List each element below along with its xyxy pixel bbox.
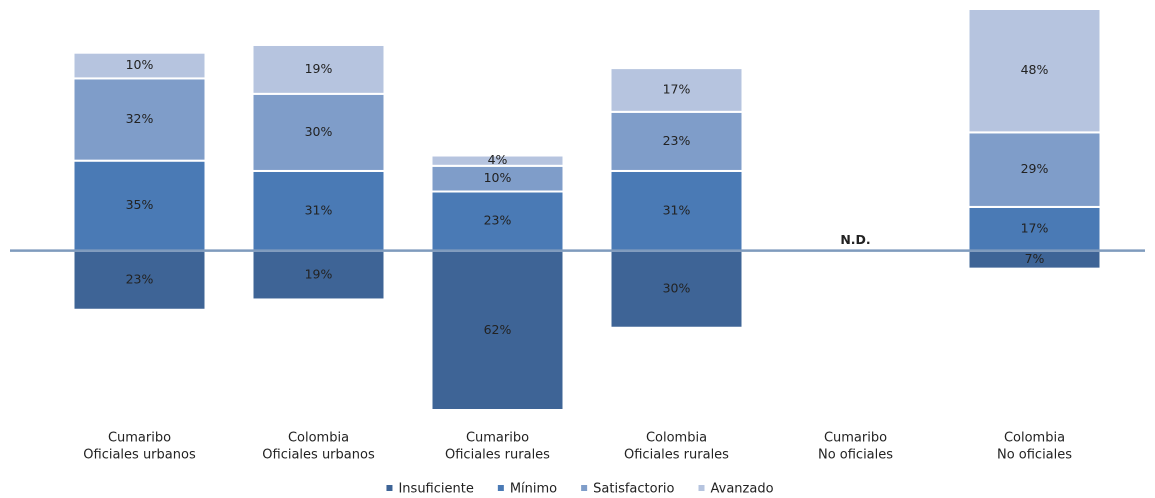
- data-label: 10%: [126, 57, 154, 72]
- bar-segment: [609, 67, 744, 113]
- x-tick-label: Oficiales rurales: [445, 448, 550, 463]
- data-label: 62%: [484, 322, 512, 337]
- data-label: 30%: [663, 281, 691, 296]
- legend-marker: [581, 485, 588, 491]
- bar-segment: [609, 249, 744, 329]
- data-label: 17%: [1021, 220, 1049, 235]
- data-label: 23%: [663, 133, 691, 148]
- data-label: 31%: [305, 202, 333, 217]
- bar-segment: [430, 164, 565, 193]
- data-label: 17%: [663, 81, 691, 96]
- legend-marker: [386, 485, 393, 491]
- bar-segment: [251, 92, 386, 172]
- data-label: 48%: [1021, 62, 1049, 77]
- bar-segment: [251, 169, 386, 252]
- bar-segment: [251, 249, 386, 301]
- na-label: N.D.: [840, 232, 870, 247]
- legend-label: Avanzado: [711, 482, 774, 497]
- x-tick-label: Oficiales urbanos: [262, 448, 375, 463]
- legend-label: Satisfactorio: [593, 482, 674, 497]
- x-tick-label: Oficiales urbanos: [83, 448, 196, 463]
- data-label: 23%: [126, 272, 154, 287]
- data-label: 19%: [305, 61, 333, 76]
- legend-marker: [698, 485, 705, 491]
- bar-segment: [72, 51, 207, 80]
- x-tick-label: Oficiales rurales: [624, 448, 729, 463]
- bar-segment: [72, 249, 207, 311]
- bar-segment: [609, 110, 744, 172]
- data-label: 30%: [305, 124, 333, 139]
- x-tick-label: Colombia: [646, 431, 707, 446]
- bar-segment: [967, 8, 1102, 134]
- bar-segment: [967, 205, 1102, 252]
- x-tick-label: Cumaribo: [466, 431, 529, 446]
- x-tick-label: No oficiales: [818, 448, 893, 463]
- data-label: 35%: [126, 197, 154, 212]
- bar-segment: [251, 43, 386, 95]
- data-label: 29%: [1021, 161, 1049, 176]
- x-tick-label: Colombia: [288, 431, 349, 446]
- data-label: 7%: [1025, 251, 1045, 266]
- data-label: 31%: [663, 202, 691, 217]
- data-label: 32%: [126, 111, 154, 126]
- x-tick-label: No oficiales: [997, 448, 1072, 463]
- x-tick-label: Cumaribo: [824, 431, 887, 446]
- x-tick-label: Colombia: [1004, 431, 1065, 446]
- data-label: 4%: [488, 152, 508, 167]
- legend-marker: [497, 485, 504, 491]
- legend-label: Insuficiente: [398, 482, 473, 497]
- data-label: 10%: [484, 170, 512, 185]
- bar-segment: [967, 131, 1102, 208]
- data-label: 23%: [484, 213, 512, 228]
- bar-segment: [430, 154, 565, 167]
- legend-label: Mínimo: [510, 482, 557, 497]
- bar-segment: [430, 190, 565, 252]
- bar-segment: [72, 159, 207, 252]
- x-tick-label: Cumaribo: [108, 431, 171, 446]
- bar-segment: [430, 249, 565, 411]
- data-label: 19%: [305, 267, 333, 282]
